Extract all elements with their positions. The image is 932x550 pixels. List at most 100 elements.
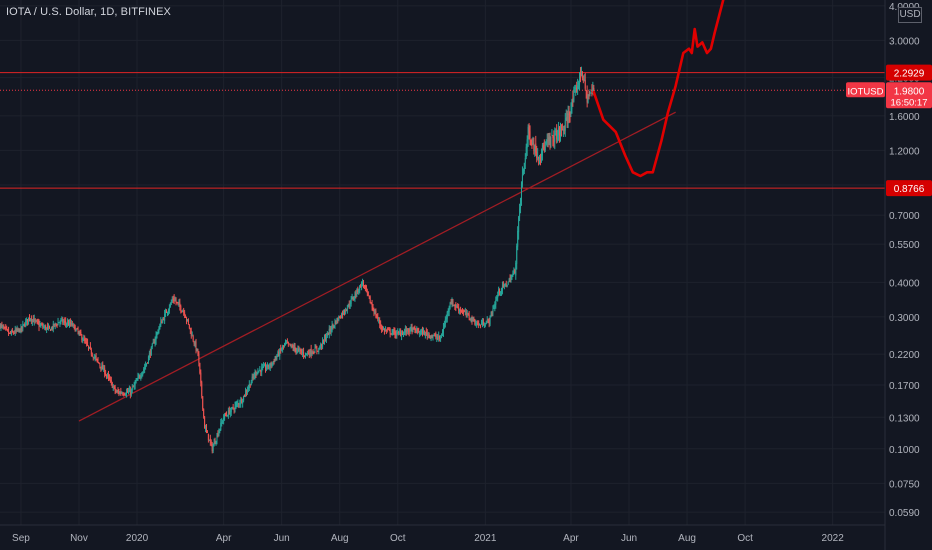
candle-body xyxy=(216,434,218,441)
candle-body xyxy=(457,306,459,309)
candle-body xyxy=(2,326,4,328)
candle-body xyxy=(93,356,95,358)
candle-body xyxy=(251,376,253,382)
candle-body xyxy=(566,117,568,123)
candle-body xyxy=(344,310,346,313)
candle-body xyxy=(396,332,398,336)
candle-body xyxy=(40,325,42,327)
candle-body xyxy=(398,332,400,334)
chart-title: IOTA / U.S. Dollar, 1D, BITFINEX xyxy=(6,6,171,18)
y-tick-label: 0.1700 xyxy=(889,381,920,392)
candle-body xyxy=(447,311,449,313)
candle-body xyxy=(493,307,495,309)
candle-body xyxy=(271,362,273,366)
candle-body xyxy=(203,408,205,417)
candle-body xyxy=(172,298,174,300)
candle-body xyxy=(342,312,344,315)
candle-body xyxy=(119,391,121,395)
candle-body xyxy=(294,345,296,349)
candle-body xyxy=(473,318,475,322)
candle-body xyxy=(535,143,537,154)
candle-body xyxy=(570,108,572,114)
candle-body xyxy=(579,72,581,86)
candle-body xyxy=(581,71,583,78)
candle-body xyxy=(113,386,115,388)
candle-body xyxy=(454,304,456,307)
candle-body xyxy=(591,90,593,92)
candle-body xyxy=(132,386,134,388)
candle-body xyxy=(323,339,325,341)
candle-body xyxy=(67,322,69,324)
candle-body xyxy=(206,427,207,432)
candle-body xyxy=(444,319,446,325)
candle-body xyxy=(157,332,159,334)
candle-body xyxy=(441,336,443,339)
candle-body xyxy=(207,433,209,441)
candle-body xyxy=(86,341,88,344)
candle-body xyxy=(147,362,148,364)
candle-body xyxy=(165,311,167,314)
candle-body xyxy=(243,395,245,401)
candle-body xyxy=(244,394,246,396)
candle-body xyxy=(546,140,548,144)
candle-body xyxy=(499,288,501,293)
candle-body xyxy=(402,331,404,335)
candle-body xyxy=(534,144,536,152)
candle-body xyxy=(358,290,360,293)
candle-body xyxy=(425,330,427,334)
candle-body xyxy=(345,309,347,311)
candle-body xyxy=(574,89,576,93)
candle-body xyxy=(355,294,357,296)
candle-body xyxy=(235,404,237,406)
candle-body xyxy=(406,328,408,332)
candle-body xyxy=(513,270,515,274)
candle-body xyxy=(540,154,542,157)
candle-body xyxy=(20,326,22,333)
candle-body xyxy=(64,321,66,323)
candle-body xyxy=(211,443,213,452)
candle-body xyxy=(28,317,30,321)
candle-body xyxy=(82,340,84,342)
candle-body xyxy=(351,297,353,300)
candle-body xyxy=(231,407,233,409)
candle-body xyxy=(401,333,403,337)
trend-line xyxy=(78,111,676,422)
candle-body xyxy=(286,342,288,344)
current-price-tag xyxy=(886,82,932,109)
candle-body xyxy=(117,391,119,393)
candle-body xyxy=(504,283,506,285)
candle-body xyxy=(100,366,102,369)
candle-body xyxy=(440,338,442,340)
candle-body xyxy=(312,352,314,354)
candle-body xyxy=(483,325,485,327)
candle-body xyxy=(26,319,28,322)
candle-body xyxy=(587,97,589,103)
candle-body xyxy=(427,334,429,337)
candle-body xyxy=(432,336,434,338)
candle-body xyxy=(267,364,269,368)
candle-body xyxy=(413,326,415,329)
candle-body xyxy=(462,311,464,313)
candle-body xyxy=(97,359,99,362)
candle-body xyxy=(70,322,72,325)
candle-body xyxy=(277,352,279,357)
currency-unit[interactable]: USD xyxy=(898,7,922,23)
candle-body xyxy=(181,310,183,312)
candle-body xyxy=(280,348,282,350)
candle-body xyxy=(514,269,516,274)
candle-body xyxy=(538,156,540,159)
candle-body xyxy=(71,323,73,326)
candle-body xyxy=(35,320,37,322)
candle-body xyxy=(201,382,203,397)
candle-body xyxy=(476,322,478,325)
candle-body xyxy=(343,310,345,312)
candle-body xyxy=(490,314,492,316)
trend-line-layer xyxy=(78,111,676,422)
candle-body xyxy=(466,312,468,315)
candle-body xyxy=(589,92,591,96)
candle-body xyxy=(276,355,278,359)
candle-body xyxy=(69,322,71,325)
candle-body xyxy=(554,133,556,142)
candle-body xyxy=(148,353,150,357)
